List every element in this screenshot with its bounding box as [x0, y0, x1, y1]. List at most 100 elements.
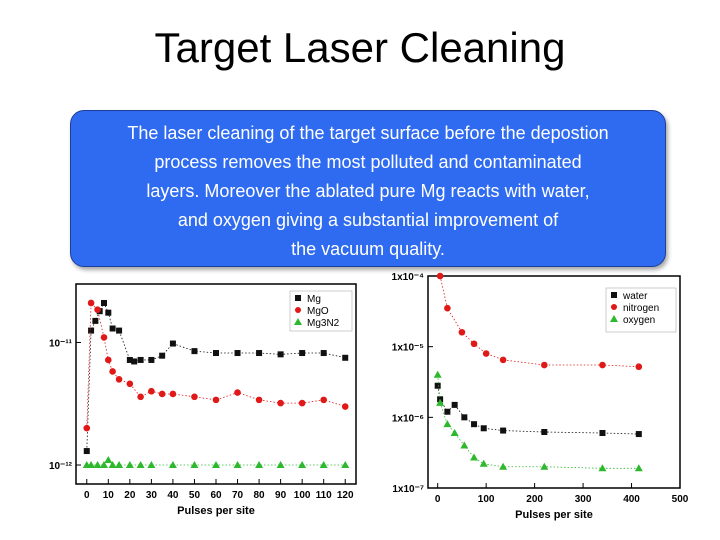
- point-water: [541, 429, 548, 436]
- x-tick-label: 60: [210, 490, 222, 501]
- point-Mg3N2: [341, 461, 350, 469]
- point-MgO: [212, 396, 220, 404]
- point-MgO: [115, 376, 123, 383]
- point-Mg: [131, 358, 138, 365]
- x-axis-label: Pulses per site: [177, 505, 255, 517]
- plot-frame: [427, 275, 681, 489]
- x-tick-label: 20: [124, 490, 136, 501]
- point-MgO: [126, 380, 134, 388]
- point-Mg3N2: [136, 461, 145, 469]
- point-Mg: [320, 350, 327, 357]
- point-water: [451, 401, 458, 408]
- point-Mg: [213, 350, 219, 357]
- series-line-water: [437, 385, 639, 435]
- y-tick-label: 1x10⁻⁷: [392, 484, 424, 495]
- point-Mg: [137, 356, 144, 363]
- x-tick-label: 0: [84, 490, 90, 501]
- point-Mg3N2: [93, 461, 102, 469]
- point-Mg: [234, 350, 241, 357]
- point-Mg: [109, 325, 116, 332]
- point-water: [471, 421, 478, 428]
- point-MgO: [234, 389, 241, 396]
- point-Mg3N2: [108, 461, 117, 469]
- point-nitrogen: [499, 356, 507, 364]
- point-Mg: [277, 351, 284, 358]
- point-water: [500, 427, 507, 434]
- point-nitrogen: [470, 340, 478, 348]
- point-nitrogen: [635, 363, 643, 371]
- legend-marker: [611, 304, 617, 310]
- point-oxygen: [436, 398, 445, 406]
- legend-label: oxygen: [623, 315, 655, 326]
- point-oxygen: [479, 459, 488, 467]
- x-tick-label: 200: [526, 494, 543, 505]
- point-water: [480, 425, 487, 432]
- x-tick-label: 110: [316, 490, 333, 501]
- point-oxygen: [443, 420, 452, 428]
- series-line-oxygen: [437, 374, 639, 469]
- legend-label: MgO: [307, 306, 329, 317]
- point-Mg: [101, 299, 107, 306]
- x-axis-label: Pulses per site: [515, 509, 593, 521]
- point-oxygen: [499, 462, 508, 470]
- point-MgO: [137, 393, 144, 401]
- legend-marker: [611, 292, 617, 298]
- point-nitrogen: [444, 304, 451, 312]
- series-line-Mg: [86, 302, 346, 452]
- y-tick-label: 10⁻¹¹: [49, 338, 73, 349]
- legend-marker: [610, 315, 618, 322]
- callout-box: The laser cleaning of the target surface…: [70, 110, 666, 267]
- series-line-MgO: [86, 302, 346, 429]
- point-Mg3N2: [168, 461, 177, 469]
- point-water: [444, 408, 451, 415]
- legend-label: nitrogen: [623, 303, 659, 314]
- point-oxygen: [598, 464, 607, 472]
- y-tick-label: 1x10⁻⁶: [392, 413, 424, 424]
- point-oxygen: [540, 462, 549, 470]
- x-tick-label: 100: [478, 494, 495, 505]
- point-Mg3N2: [147, 461, 156, 469]
- point-Mg: [159, 352, 166, 359]
- point-Mg3N2: [298, 461, 307, 469]
- y-tick-label: 1x10⁻⁵: [392, 343, 425, 354]
- y-tick-label: 1x10⁻⁴: [392, 272, 425, 283]
- point-Mg: [92, 317, 99, 324]
- point-MgO: [94, 306, 101, 314]
- point-MgO: [87, 299, 95, 307]
- point-Mg3N2: [104, 455, 113, 463]
- point-MgO: [105, 356, 112, 364]
- slide-title: Target Laser Cleaning: [154, 24, 566, 71]
- x-tick-label: 400: [623, 494, 640, 505]
- point-MgO: [158, 390, 166, 398]
- point-nitrogen: [436, 272, 444, 280]
- point-Mg: [169, 340, 176, 347]
- point-nitrogen: [482, 350, 490, 357]
- point-MgO: [341, 403, 349, 410]
- x-tick-label: 300: [575, 494, 592, 505]
- legend-marker: [295, 307, 301, 313]
- point-MgO: [148, 387, 155, 395]
- point-MgO: [277, 399, 284, 407]
- point-Mg3N2: [233, 461, 242, 469]
- x-tick-label: 500: [672, 494, 689, 505]
- point-oxygen: [433, 370, 442, 378]
- x-tick-label: 40: [167, 490, 179, 501]
- point-Mg: [191, 348, 198, 355]
- point-MgO: [191, 393, 198, 401]
- point-Mg: [105, 309, 112, 316]
- point-MgO: [169, 390, 177, 398]
- point-nitrogen: [541, 361, 548, 369]
- point-Mg3N2: [190, 461, 199, 469]
- point-Mg: [126, 356, 133, 363]
- point-nitrogen: [458, 328, 466, 336]
- legend-label: Mg3N2: [307, 318, 340, 329]
- legend-box: [605, 287, 677, 333]
- point-oxygen: [634, 464, 643, 472]
- x-tick-label: 90: [275, 490, 287, 501]
- x-tick-label: 100: [294, 490, 311, 501]
- point-MgO: [320, 396, 327, 404]
- point-MgO: [298, 399, 306, 407]
- point-Mg3N2: [212, 461, 220, 469]
- legend-label: Mg: [307, 294, 321, 305]
